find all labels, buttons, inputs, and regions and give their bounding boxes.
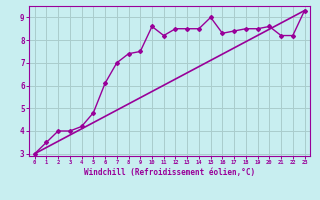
X-axis label: Windchill (Refroidissement éolien,°C): Windchill (Refroidissement éolien,°C)	[84, 168, 255, 177]
